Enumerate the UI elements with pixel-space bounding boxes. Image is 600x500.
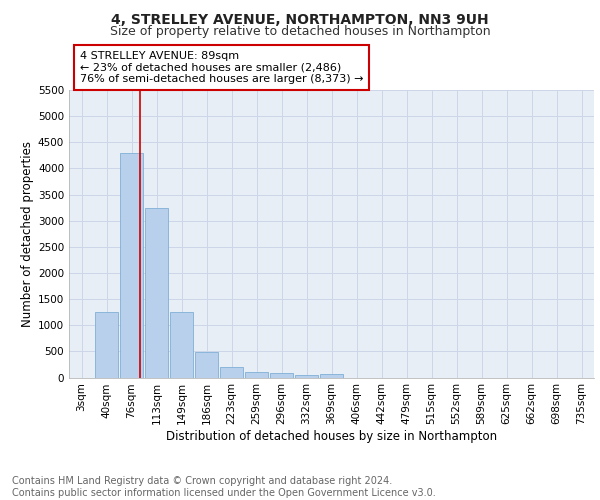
Bar <box>145 208 168 378</box>
Bar <box>95 312 118 378</box>
Bar <box>320 374 343 378</box>
Text: 4 STRELLEY AVENUE: 89sqm
← 23% of detached houses are smaller (2,486)
76% of sem: 4 STRELLEY AVENUE: 89sqm ← 23% of detach… <box>79 51 363 84</box>
Bar <box>195 352 218 378</box>
Bar <box>170 312 193 378</box>
Y-axis label: Number of detached properties: Number of detached properties <box>21 141 34 327</box>
Bar <box>120 152 143 378</box>
Text: 4, STRELLEY AVENUE, NORTHAMPTON, NN3 9UH: 4, STRELLEY AVENUE, NORTHAMPTON, NN3 9UH <box>111 12 489 26</box>
Text: Contains HM Land Registry data © Crown copyright and database right 2024.
Contai: Contains HM Land Registry data © Crown c… <box>12 476 436 498</box>
Bar <box>245 372 268 378</box>
Bar <box>220 367 243 378</box>
Bar <box>270 374 293 378</box>
Text: Size of property relative to detached houses in Northampton: Size of property relative to detached ho… <box>110 25 490 38</box>
X-axis label: Distribution of detached houses by size in Northampton: Distribution of detached houses by size … <box>166 430 497 443</box>
Bar <box>295 375 318 378</box>
